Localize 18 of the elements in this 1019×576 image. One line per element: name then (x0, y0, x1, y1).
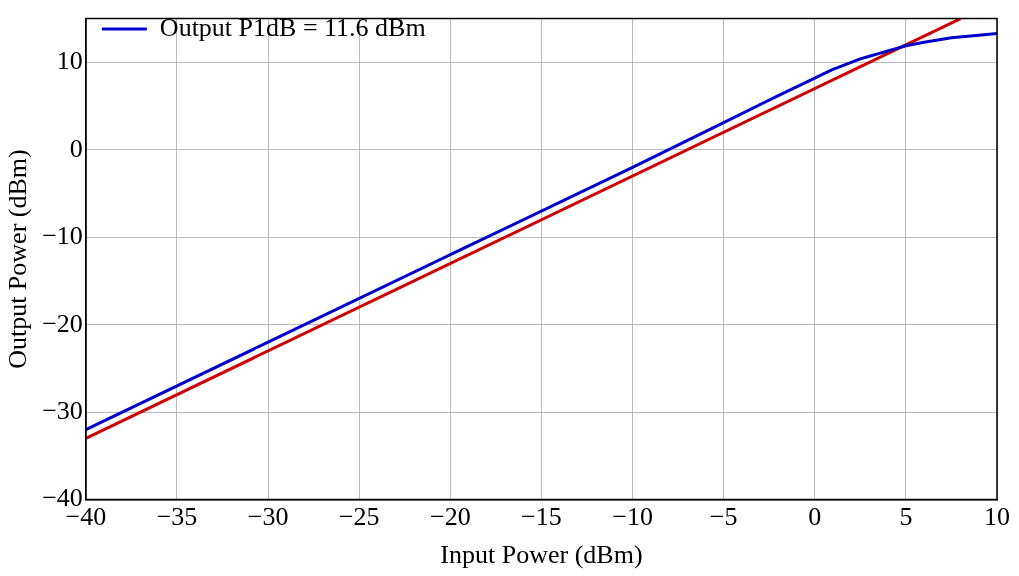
x-tick-label: −35 (156, 502, 198, 532)
x-axis-title: Input Power (dBm) (440, 540, 643, 570)
y-tick-label: 10 (56, 46, 83, 76)
y-axis-title: Output Power (dBm) (3, 149, 33, 369)
x-tick-label: −25 (338, 502, 380, 532)
legend-label: Output P1dB = 11.6 dBm (159, 12, 426, 42)
x-tick-label: 10 (984, 502, 1010, 532)
x-tick-label: 0 (808, 502, 822, 532)
x-tick-label: −10 (612, 502, 653, 532)
x-tick-label: 5 (899, 502, 913, 532)
x-tick-label: −5 (709, 502, 738, 532)
y-tick-label: −20 (42, 308, 83, 338)
x-tick-label: −15 (521, 502, 562, 532)
x-tick-label: −20 (429, 502, 471, 532)
y-tick-label: −30 (42, 395, 83, 425)
x-tick-label: −30 (247, 502, 289, 532)
y-tick-label: −10 (42, 221, 83, 251)
y-tick-label: 0 (69, 133, 83, 163)
